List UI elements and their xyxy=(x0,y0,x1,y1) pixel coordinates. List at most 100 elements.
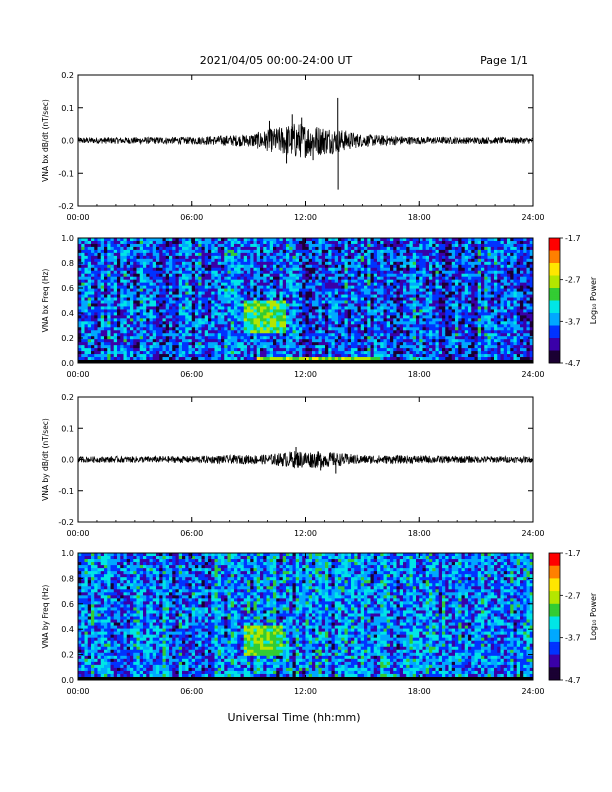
spectrogram-cell xyxy=(331,300,336,304)
spectrogram-cell xyxy=(399,252,404,257)
spectrogram-cell xyxy=(354,255,358,260)
spectrogram-cell xyxy=(175,312,180,316)
spectrogram-cell xyxy=(253,306,258,310)
spectrogram-cell xyxy=(169,261,173,266)
spectrogram-cell xyxy=(305,345,310,349)
spectrogram-cell xyxy=(81,243,85,248)
spectrogram-cell xyxy=(399,348,404,352)
spectrogram-cell xyxy=(195,264,199,269)
spectrogram-cell xyxy=(393,357,397,361)
spectrogram-cell xyxy=(409,351,414,355)
spectrogram-cell xyxy=(393,315,397,319)
spectrogram-cell xyxy=(247,264,251,269)
spectrogram-cell xyxy=(227,342,232,346)
spectrogram-cell xyxy=(211,246,215,251)
spectrogram-cell xyxy=(386,291,391,295)
spectrogram-cell xyxy=(354,324,358,328)
spectrogram-cell xyxy=(162,351,167,355)
spectrogram-cell xyxy=(334,252,339,257)
spectrogram-cell xyxy=(156,321,160,325)
spectrogram-cell xyxy=(139,276,144,280)
spectrogram-cell xyxy=(126,357,131,361)
spectrogram-cell xyxy=(393,333,397,337)
spectrogram-cell xyxy=(367,354,371,358)
spectrogram-cell xyxy=(120,300,124,304)
spectrogram-cell xyxy=(354,354,358,358)
spectrogram-cell xyxy=(325,270,329,275)
spectrogram-cell xyxy=(321,336,326,340)
spectrogram-cell xyxy=(380,315,384,319)
spectrogram-cell xyxy=(295,267,300,272)
spectrogram-cell xyxy=(107,294,111,298)
spectrogram-cell xyxy=(256,336,261,340)
spectrogram-cell xyxy=(237,336,241,340)
spectrogram-cell xyxy=(227,285,232,289)
spectrogram-cell xyxy=(295,351,300,355)
spectrogram-cell xyxy=(396,342,401,346)
spectrogram-cell xyxy=(442,297,446,301)
spectrogram-cell xyxy=(347,312,352,316)
spectrogram-cell xyxy=(117,282,121,286)
spectrogram-cell xyxy=(123,339,128,343)
spectrogram-cell xyxy=(422,246,427,251)
spectrogram-cell xyxy=(419,312,423,316)
spectrogram-cell xyxy=(406,276,410,280)
spectrogram-cell xyxy=(419,318,423,322)
spectrogram-cell xyxy=(149,264,154,269)
spectrogram-cell xyxy=(139,348,144,352)
spectrogram-cell xyxy=(152,318,157,322)
spectrogram-cell xyxy=(273,345,277,349)
spectrogram-cell xyxy=(188,264,193,269)
spectrogram-cell xyxy=(162,273,167,277)
spectrogram-cell xyxy=(256,351,261,355)
spectrogram-cell xyxy=(341,255,345,260)
spectrogram-cell xyxy=(364,327,368,331)
spectrogram-cell xyxy=(136,261,141,266)
spectrogram-cell xyxy=(425,270,430,275)
spectrogram-cell xyxy=(149,258,154,263)
spectrogram-cell xyxy=(237,300,241,304)
spectrogram-cell xyxy=(234,333,238,337)
spectrogram-cell xyxy=(292,240,297,245)
spectrogram-cell xyxy=(347,351,352,355)
spectrogram-cell xyxy=(91,273,95,277)
spectrogram-cell xyxy=(234,324,238,328)
spectrogram-cell xyxy=(143,267,147,272)
spectrogram-cell xyxy=(377,285,381,289)
spectrogram-cell xyxy=(230,261,235,266)
spectrogram-cell xyxy=(412,249,417,254)
spectrogram-cell xyxy=(78,309,82,313)
spectrogram-cell xyxy=(204,339,209,343)
spectrogram-cell xyxy=(208,345,212,349)
spectrogram-cell xyxy=(234,312,238,316)
spectrogram-cell xyxy=(364,249,368,254)
spectrogram-cell xyxy=(292,252,297,257)
spectrogram-cell xyxy=(243,243,248,248)
spectrogram-cell xyxy=(185,276,189,280)
spectrogram-cell xyxy=(344,267,349,272)
spectrogram-cell xyxy=(87,270,92,275)
spectrogram-cell xyxy=(107,249,111,254)
spectrogram-cell xyxy=(432,258,436,263)
spectrogram-cell xyxy=(224,336,228,340)
spectrogram-cell xyxy=(269,238,274,242)
spectrogram-cell xyxy=(195,336,199,340)
spectrogram-cell xyxy=(302,357,306,361)
spectrogram-cell xyxy=(201,252,206,257)
spectrogram-cell xyxy=(325,324,329,328)
spectrogram-cell xyxy=(247,357,251,361)
spectrogram-cell xyxy=(354,264,358,269)
spectrogram-cell xyxy=(87,273,92,277)
spectrogram-cell xyxy=(409,318,414,322)
spectrogram-cell xyxy=(442,270,446,275)
spectrogram-cell xyxy=(367,264,371,269)
spectrogram-cell xyxy=(318,312,323,316)
spectrogram-cell xyxy=(377,258,381,263)
spectrogram-cell xyxy=(91,339,95,343)
spectrogram-cell xyxy=(146,282,150,286)
spectrogram-cell xyxy=(172,318,176,322)
spectrogram-cell xyxy=(292,261,297,266)
spectrogram-cell xyxy=(266,351,271,355)
spectrogram-cell xyxy=(305,282,310,286)
spectrogram-cell xyxy=(204,282,209,286)
